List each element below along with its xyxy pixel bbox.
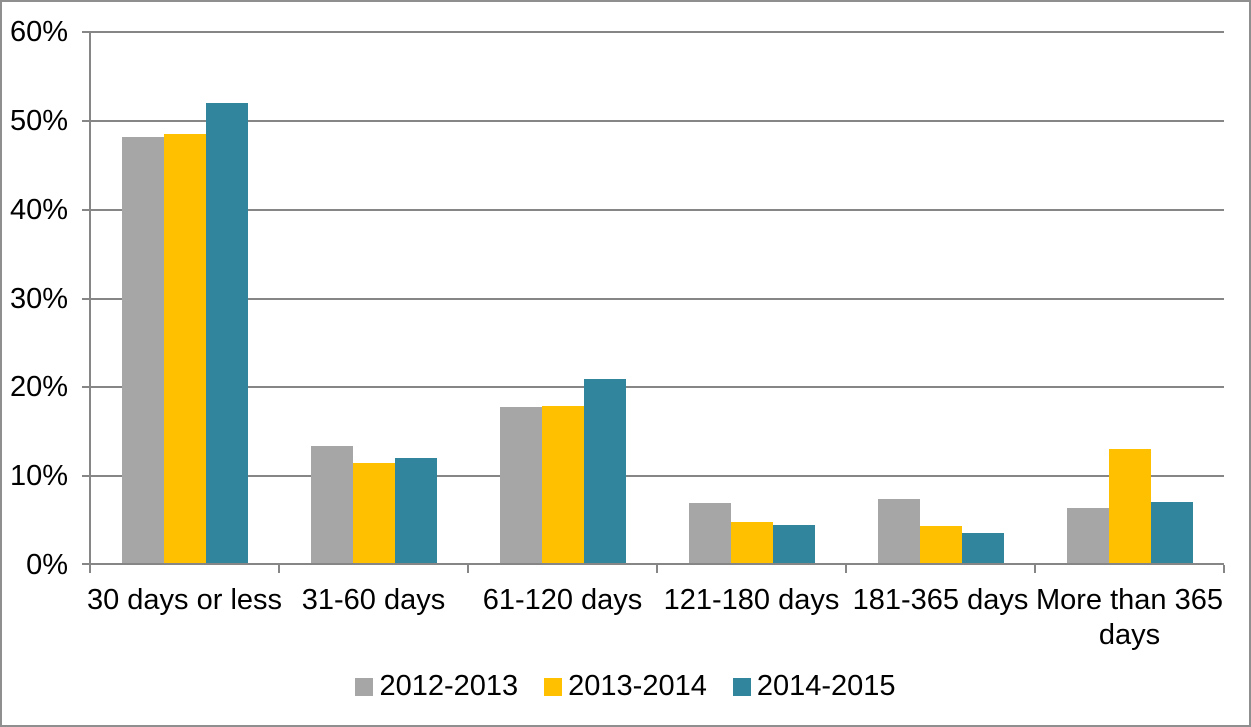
- bar-2014-2015-31-60-days: [394, 458, 437, 565]
- bar-2013-2014-more-than-365-days: [1108, 448, 1151, 565]
- y-tick-label-10pct: 10%: [9, 460, 68, 493]
- x-axis-tick: [845, 565, 847, 573]
- category-label-121-180-days: 121-180 days: [663, 584, 840, 616]
- x-axis-baseline: [82, 563, 1224, 565]
- bar-2013-2014-31-60-days: [352, 462, 395, 565]
- legend: 2012-2013 2013-2014 2014-2015: [2, 670, 1249, 703]
- bar-2013-2014-121-180-days: [730, 522, 773, 565]
- gridline-30: [82, 297, 1224, 300]
- bar-2012-2013-121-180-days: [688, 502, 731, 565]
- gridline-20: [82, 386, 1224, 389]
- category-label-30-days-or-less: 30 days or less: [86, 584, 283, 616]
- legend-swatch-icon: [355, 677, 374, 696]
- bar-2012-2013-181-365-days: [877, 499, 920, 565]
- category-label-31-60-days: 31-60 days: [301, 584, 446, 616]
- y-tick-label-40pct: 40%: [9, 193, 68, 226]
- y-tick-label-0pct: 0%: [26, 549, 68, 581]
- bar-2012-2013-31-60-days: [310, 445, 353, 565]
- bar-2014-2015-121-180-days: [772, 525, 815, 565]
- bar-2014-2015-181-365-days: [961, 533, 1004, 565]
- gridline-40: [82, 208, 1224, 211]
- y-axis-line: [89, 32, 91, 573]
- legend-label: 2012-2013: [379, 670, 519, 702]
- y-tick-label-20pct: 20%: [9, 371, 68, 404]
- bar-2013-2014-181-365-days: [919, 525, 962, 565]
- gridline-10: [82, 475, 1224, 478]
- bar-2014-2015-30-days-or-less: [205, 103, 248, 565]
- y-tick-label-50pct: 50%: [9, 104, 68, 137]
- bar-2013-2014-61-120-days: [541, 406, 584, 565]
- legend-swatch-icon: [544, 677, 563, 696]
- x-axis-tick: [278, 565, 280, 573]
- category-label-61-120-days: 61-120 days: [482, 584, 643, 616]
- bar-2014-2015-more-than-365-days: [1150, 501, 1193, 565]
- x-axis-tick: [656, 565, 658, 573]
- bar-2012-2013-30-days-or-less: [121, 136, 164, 565]
- bar-2013-2014-30-days-or-less: [163, 134, 206, 565]
- y-tick-label-60pct: 60%: [9, 16, 68, 48]
- x-axis-tick: [467, 565, 469, 573]
- x-axis-tick: [1034, 565, 1036, 573]
- legend-swatch-icon: [732, 677, 751, 696]
- legend-item-2013-2014: 2013-2014: [544, 670, 707, 703]
- x-axis-tick: [89, 565, 91, 573]
- bar-2012-2013-more-than-365-days: [1066, 508, 1109, 565]
- gridline-50: [82, 119, 1224, 122]
- category-label-more-than-365-days: More than 365 days: [1035, 584, 1223, 651]
- y-tick-label-30pct: 30%: [9, 282, 68, 315]
- legend-item-2014-2015: 2014-2015: [732, 670, 896, 703]
- legend-label: 2013-2014: [568, 670, 707, 702]
- plot-area: [82, 31, 1225, 573]
- bar-2014-2015-61-120-days: [583, 379, 626, 565]
- gridline-60: [82, 31, 1224, 33]
- x-axis-tick: [1223, 565, 1225, 573]
- legend-item-2012-2013: 2012-2013: [355, 670, 518, 703]
- category-label-181-365-days: 181-365 days: [852, 584, 1029, 616]
- bar-2012-2013-61-120-days: [499, 406, 542, 565]
- legend-label: 2014-2015: [756, 670, 896, 702]
